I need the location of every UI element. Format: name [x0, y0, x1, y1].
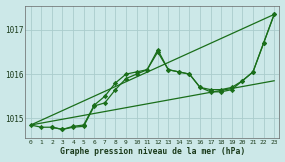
X-axis label: Graphe pression niveau de la mer (hPa): Graphe pression niveau de la mer (hPa): [60, 147, 245, 156]
